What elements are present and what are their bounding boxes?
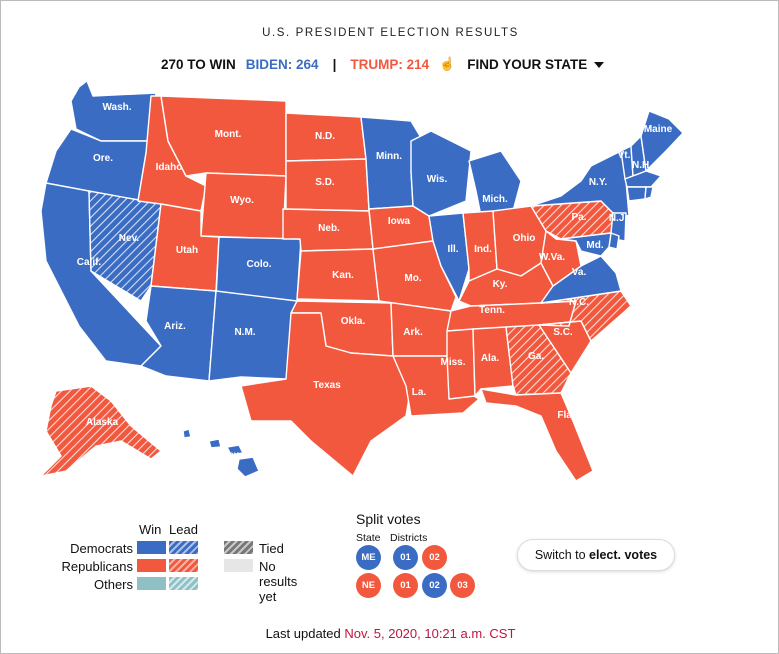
state-nm[interactable]	[208, 290, 298, 382]
find-your-state-label: FIND YOUR STATE	[467, 56, 588, 72]
legend-lead-header: Lead	[169, 522, 198, 537]
legend-win-header: Win	[139, 522, 162, 537]
state-sd[interactable]	[285, 158, 370, 212]
legend-tied-swatch	[224, 541, 253, 554]
scoreboard: 270 TO WIN BIDEN: 264 | TRUMP: 214 ☝ FIN…	[161, 55, 605, 73]
state-me[interactable]	[640, 110, 684, 172]
legend-tied-label: Tied	[259, 541, 284, 556]
legend-no-results-swatch	[224, 559, 253, 572]
trump-count: TRUMP: 214	[350, 56, 430, 72]
nebraska-bubble-02: 02	[422, 573, 447, 598]
legend-republicans-label: Republicans	[61, 559, 133, 574]
legend-dem-win-swatch	[137, 541, 166, 554]
split-districts-label: Districts	[390, 532, 428, 544]
legend-democrats-label: Democrats	[70, 541, 133, 556]
state-nd[interactable]	[285, 112, 367, 162]
legend-others-label: Others	[93, 577, 133, 592]
switch-button-prefix: Switch to	[534, 548, 586, 562]
us-election-map: Wash.Ore.Calif.Nev.IdahoMont.Wyo.UtahCol…	[40, 80, 684, 482]
maine-bubble-01: 01	[393, 545, 418, 570]
nebraska-bubble-03: 03	[450, 573, 475, 598]
state-ct[interactable]	[626, 186, 647, 202]
find-your-state-dropdown[interactable]: FIND YOUR STATE	[467, 56, 605, 72]
maine-bubble-me: ME	[356, 545, 381, 570]
last-updated-label: Last updated	[265, 626, 341, 641]
legend-rep-lead-swatch	[169, 559, 198, 572]
state-md[interactable]	[560, 232, 612, 257]
maine-bubble-02: 02	[422, 545, 447, 570]
last-updated-timestamp: Nov. 5, 2020, 10:21 a.m. CST	[344, 626, 516, 641]
legend-dem-lead-swatch	[169, 541, 198, 554]
to-win-label: 270 TO WIN	[161, 56, 236, 72]
state-ma[interactable]	[624, 170, 662, 188]
state-co[interactable]	[215, 236, 302, 302]
page-title: U.S. PRESIDENT ELECTION RESULTS	[262, 27, 519, 39]
switch-to-electoral-votes-button[interactable]: Switch to elect. votes	[517, 539, 675, 571]
state-fl[interactable]	[480, 388, 594, 482]
state-mt[interactable]	[160, 95, 287, 177]
state-nc[interactable]	[538, 290, 632, 342]
last-updated: Last updated Nov. 5, 2020, 10:21 a.m. CS…	[1, 626, 779, 641]
state-ak[interactable]	[40, 385, 162, 477]
score-separator: |	[332, 56, 337, 72]
state-wi[interactable]	[410, 130, 472, 217]
state-ri[interactable]	[644, 186, 654, 200]
switch-button-bold: elect. votes	[589, 548, 658, 562]
state-hi[interactable]	[182, 428, 260, 478]
state-az[interactable]	[140, 285, 217, 382]
state-al[interactable]	[472, 326, 514, 397]
legend-other-lead-swatch	[169, 577, 198, 590]
split-state-label: State	[356, 532, 381, 544]
state-ks[interactable]	[296, 248, 380, 302]
state-wy[interactable]	[200, 172, 287, 240]
state-tx[interactable]	[240, 312, 412, 477]
legend-rep-win-swatch	[137, 559, 166, 572]
legend-no-results-label: No results yet	[259, 559, 298, 604]
state-wa[interactable]	[70, 80, 157, 142]
states-layer	[40, 80, 684, 482]
legend-other-win-swatch	[137, 577, 166, 590]
state-ny[interactable]	[530, 150, 630, 217]
pointer-icon: ☝	[439, 56, 456, 71]
state-ms[interactable]	[446, 328, 476, 400]
split-votes-title: Split votes	[356, 511, 421, 527]
nebraska-bubble-ne: NE	[356, 573, 381, 598]
chevron-down-icon	[594, 61, 605, 68]
nebraska-bubble-01: 01	[393, 573, 418, 598]
state-mi[interactable]	[468, 150, 522, 217]
biden-count: BIDEN: 264	[245, 56, 319, 72]
